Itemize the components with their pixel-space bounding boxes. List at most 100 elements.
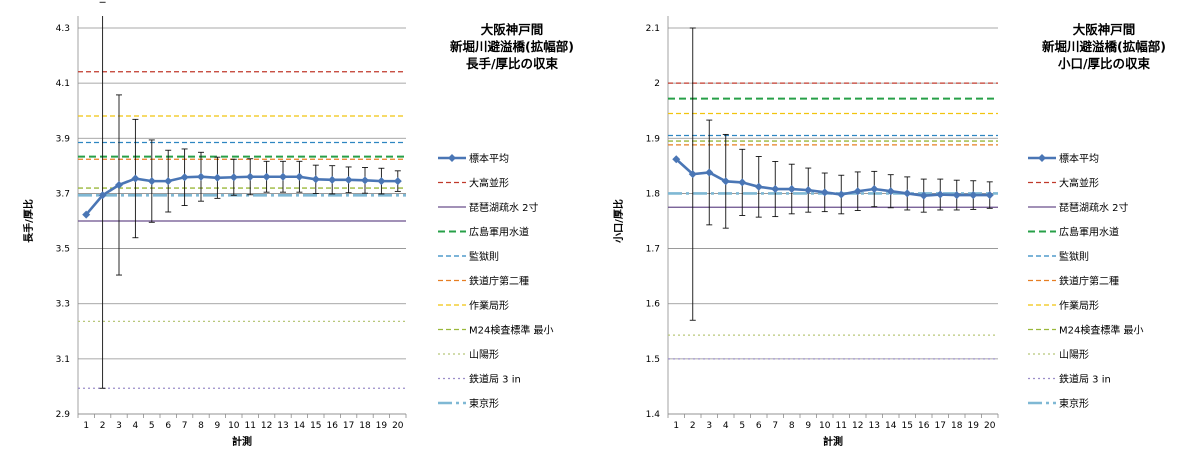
- y-axis-label: 小口/厚比: [612, 199, 625, 244]
- mean-point: [936, 190, 945, 199]
- x-tick-label: 9: [215, 421, 221, 431]
- mean-point: [853, 187, 862, 196]
- legend-label: 鉄道庁第二種: [469, 275, 529, 288]
- x-tick-label: 12: [261, 421, 272, 431]
- x-tick-label: 19: [376, 421, 388, 431]
- y-tick-label: 3.3: [56, 300, 70, 310]
- mean-point: [311, 175, 320, 184]
- x-tick-label: 5: [149, 421, 155, 431]
- y-tick-label: 3.1: [56, 355, 70, 365]
- mean-point: [985, 191, 994, 200]
- x-tick-label: 12: [852, 421, 863, 431]
- mean-point: [361, 176, 369, 185]
- legend-label: 鉄道局 3 in: [469, 373, 521, 386]
- y-tick-label: 1.9: [646, 134, 661, 144]
- legend-label: 山陽形: [469, 349, 499, 361]
- x-tick-label: 10: [228, 421, 240, 431]
- legend-label: 監獄則: [469, 250, 499, 263]
- mean-point: [344, 175, 353, 184]
- mean-point: [328, 175, 337, 184]
- y-axis-label: 長手/厚比: [22, 199, 35, 243]
- chart-title: 新堀川避溢橋(拡幅部): [1042, 39, 1166, 54]
- legend-label: 作業局形: [1059, 299, 1099, 312]
- legend-label: 標本平均: [1059, 152, 1099, 165]
- y-tick-label: 1.7: [646, 245, 660, 255]
- legend-label: 東京形: [469, 397, 499, 410]
- y-tick-label: 1.8: [646, 189, 661, 199]
- mean-point: [919, 191, 928, 200]
- y-tick-label: 3.5: [56, 245, 70, 255]
- y-tick-label: 3.7: [56, 189, 70, 199]
- x-tick-label: 7: [772, 421, 778, 431]
- x-tick-label: 4: [133, 421, 139, 431]
- x-tick-label: 14: [885, 421, 897, 431]
- mean-point: [279, 172, 287, 181]
- mean-point: [903, 189, 912, 198]
- x-tick-label: 15: [902, 421, 913, 431]
- legend-label: 山陽形: [1059, 349, 1089, 361]
- mean-series-line: [675, 158, 990, 197]
- mean-point: [229, 173, 238, 182]
- y-tick-label: 2.1: [646, 24, 660, 34]
- x-tick-label: 6: [165, 421, 171, 431]
- x-tick-label: 11: [836, 421, 847, 431]
- mean-point: [295, 172, 304, 181]
- y-tick-label: 2: [654, 79, 660, 89]
- x-tick-label: 11: [244, 421, 255, 431]
- mean-point: [377, 177, 386, 186]
- x-tick-label: 1: [673, 421, 679, 431]
- mean-point: [131, 174, 140, 183]
- mean-point: [771, 185, 780, 194]
- mean-point: [804, 186, 813, 195]
- x-tick-label: 20: [984, 421, 996, 431]
- mean-point: [754, 182, 763, 191]
- legend-label: M24検査標準 最小: [1059, 324, 1144, 337]
- y-tick-label: 2.9: [56, 410, 71, 420]
- mean-point: [164, 177, 173, 186]
- mean-point: [98, 191, 107, 200]
- x-tick-label: 8: [198, 421, 204, 431]
- chart-title: 新堀川避溢橋(拡幅部): [450, 39, 574, 54]
- mean-point: [115, 180, 123, 189]
- y-tick-label: 1.6: [646, 300, 661, 310]
- x-tick-label: 2: [100, 421, 106, 431]
- x-tick-label: 5: [739, 421, 745, 431]
- mean-point: [197, 172, 205, 181]
- legend-label: 鉄道庁第二種: [1059, 275, 1119, 288]
- y-tick-label: 3.9: [56, 134, 71, 144]
- x-tick-label: 13: [869, 421, 880, 431]
- mean-point: [721, 177, 730, 186]
- x-tick-label: 16: [326, 421, 338, 431]
- legend-label: 広島軍用水道: [469, 226, 529, 239]
- x-tick-label: 2: [690, 421, 696, 431]
- chart-title: 大阪神戸間: [1073, 22, 1136, 37]
- x-axis-label: 計測: [232, 435, 252, 448]
- y-tick-label: 4.1: [56, 79, 70, 89]
- mean-point: [969, 191, 978, 200]
- mean-point: [787, 185, 796, 194]
- mean-point: [147, 177, 156, 186]
- mean-point: [393, 177, 402, 186]
- legend-label: 琵琶湖疏水 2寸: [469, 201, 539, 214]
- x-tick-label: 15: [310, 421, 321, 431]
- x-tick-label: 18: [359, 421, 371, 431]
- mean-point: [705, 168, 714, 177]
- chart-title: 大阪神戸間: [481, 22, 544, 37]
- mean-point: [738, 178, 747, 187]
- x-tick-label: 14: [294, 421, 306, 431]
- legend-label: 広島軍用水道: [1059, 226, 1119, 239]
- legend-label: 鉄道局 3 in: [1059, 373, 1111, 386]
- x-tick-label: 8: [789, 421, 795, 431]
- chart-title: 長手/厚比の収束: [466, 56, 559, 71]
- x-tick-label: 17: [343, 421, 354, 431]
- mean-point: [246, 172, 255, 181]
- mean-point: [672, 155, 681, 164]
- mean-point: [262, 172, 271, 181]
- x-tick-label: 10: [819, 421, 831, 431]
- x-tick-label: 19: [968, 421, 980, 431]
- legend-label: 琵琶湖疏水 2寸: [1059, 201, 1129, 214]
- mean-point: [886, 187, 895, 196]
- mean-point: [952, 191, 961, 200]
- legend-label: M24検査標準 最小: [469, 324, 554, 337]
